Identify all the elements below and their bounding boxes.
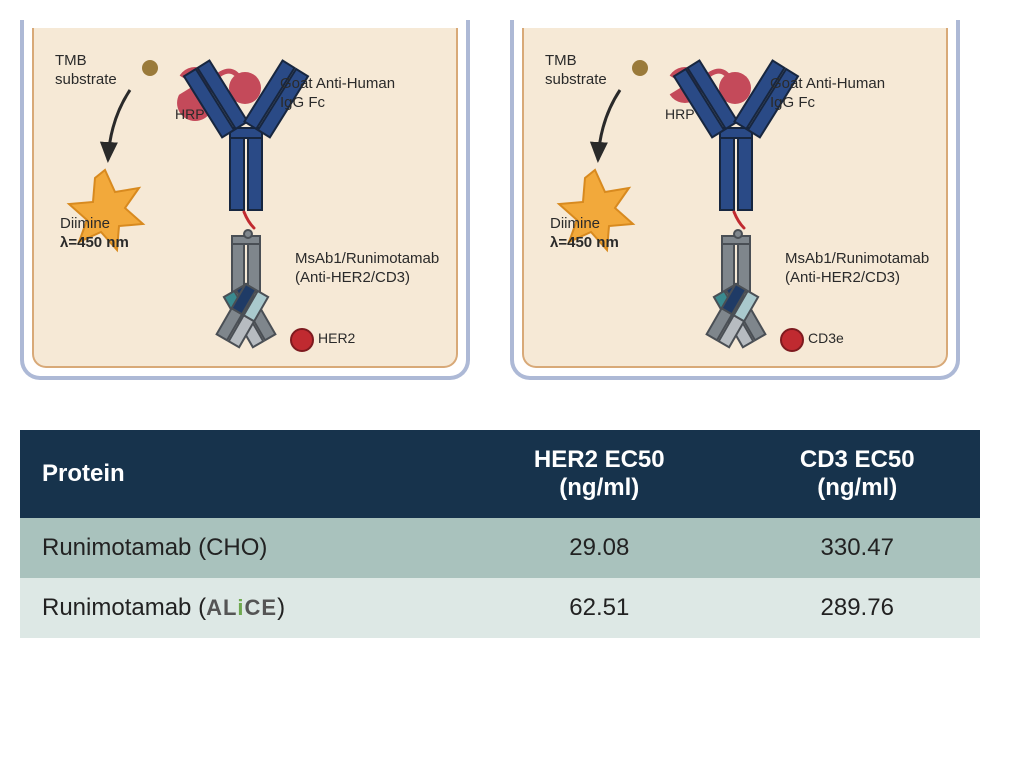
diimine-label: Diimine λ=450 nm [60, 215, 129, 253]
diimine-label: Diimine λ=450 nm [550, 215, 619, 253]
table-row: Runimotamab (ALiCE) 62.51 289.76 [20, 578, 980, 638]
tmb-label: TMB substrate [545, 52, 607, 90]
antigen-icon [291, 329, 313, 351]
tmb-label: TMB substrate [55, 52, 117, 90]
cell-her2: 29.08 [464, 518, 734, 578]
cell-cd3: 289.76 [734, 578, 980, 638]
col-her2: HER2 EC50 (ng/ml) [464, 430, 734, 518]
hrp-label: HRP [665, 106, 695, 124]
col-cd3: CD3 EC50 (ng/ml) [734, 430, 980, 518]
reaction-arrow-icon [598, 90, 620, 160]
secondary-ab-label: Goat Anti-Human IgG Fc [770, 75, 885, 113]
bispecific-antibody-icon [217, 230, 276, 347]
ec50-table: Protein HER2 EC50 (ng/ml) CD3 EC50 (ng/m… [20, 430, 980, 638]
assay-panel-her2: TMB substrate HRP Goat Anti-Human IgG Fc… [20, 20, 470, 380]
primary-ab-label: MsAb1/Runimotamab (Anti-HER2/CD3) [295, 250, 439, 288]
table-header-row: Protein HER2 EC50 (ng/ml) CD3 EC50 (ng/m… [20, 430, 980, 518]
antigen-label: HER2 [318, 330, 355, 348]
assay-panel-cd3: TMB substrate HRP Goat Anti-Human IgG Fc… [510, 20, 960, 380]
linker-icon [734, 212, 744, 228]
cell-protein: Runimotamab (ALiCE) [20, 578, 464, 638]
linker-icon [244, 212, 254, 228]
bispecific-antibody-icon [707, 230, 766, 347]
reaction-arrow-icon [108, 90, 130, 160]
cell-protein: Runimotamab (CHO) [20, 518, 464, 578]
cell-cd3: 330.47 [734, 518, 980, 578]
hrp-label: HRP [175, 106, 205, 124]
primary-ab-label: MsAb1/Runimotamab (Anti-HER2/CD3) [785, 250, 929, 288]
col-protein: Protein [20, 430, 464, 518]
table-row: Runimotamab (CHO) 29.08 330.47 [20, 518, 980, 578]
antigen-icon [781, 329, 803, 351]
tmb-dot-icon [632, 60, 648, 76]
diagram-panels: TMB substrate HRP Goat Anti-Human IgG Fc… [20, 20, 1004, 380]
tmb-dot-icon [142, 60, 158, 76]
antigen-label: CD3e [808, 330, 844, 348]
cell-her2: 62.51 [464, 578, 734, 638]
secondary-ab-label: Goat Anti-Human IgG Fc [280, 75, 395, 113]
